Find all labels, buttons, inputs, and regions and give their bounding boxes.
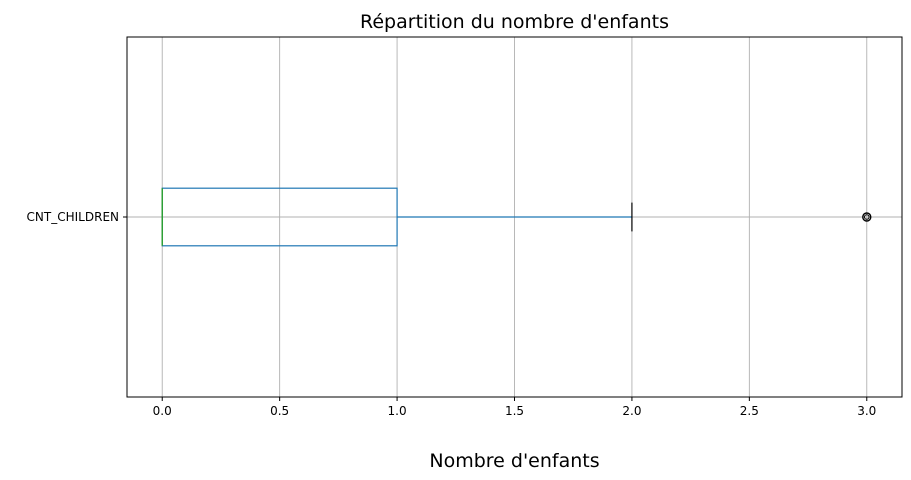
x-axis-label: Nombre d'enfants bbox=[429, 450, 599, 472]
x-tick-label: 3.0 bbox=[857, 404, 876, 418]
x-tick-label: 1.0 bbox=[388, 404, 407, 418]
outlier-point-inner bbox=[863, 214, 870, 220]
x-tick-label: 0.0 bbox=[153, 404, 172, 418]
y-axis-ticks: CNT_CHILDREN bbox=[27, 210, 127, 224]
chart-title: Répartition du nombre d'enfants bbox=[360, 11, 669, 33]
box-plot-layer bbox=[161, 187, 872, 247]
x-tick-label: 0.5 bbox=[270, 404, 289, 418]
x-tick-label: 2.0 bbox=[622, 404, 641, 418]
x-tick-label: 2.5 bbox=[740, 404, 759, 418]
x-tick-label: 1.5 bbox=[505, 404, 524, 418]
x-axis-ticks: 0.0 0.5 1.0 1.5 2.0 2.5 3.0 bbox=[153, 397, 876, 418]
outlier-point bbox=[862, 212, 872, 222]
y-tick-label: CNT_CHILDREN bbox=[27, 210, 119, 224]
